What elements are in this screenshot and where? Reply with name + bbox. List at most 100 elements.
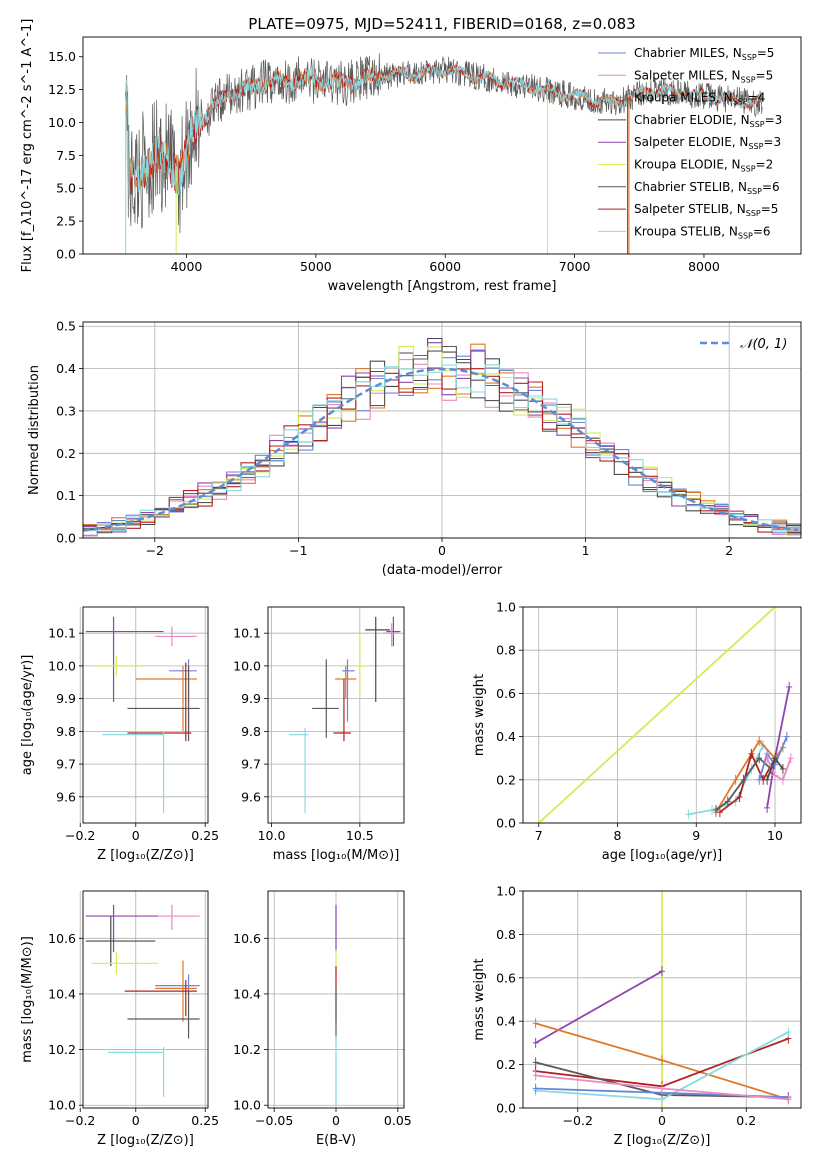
plot-area-weight_vs_age bbox=[535, 607, 794, 823]
y-tick-label: 9.7 bbox=[56, 757, 76, 772]
y-tick-label: 0.0 bbox=[56, 247, 76, 262]
y-tick-label: 1.0 bbox=[496, 884, 516, 899]
axes-mass_vs_ebv: −0.05 0 0.05 10.0 10.2 10.4 10.6 E(B-V) bbox=[233, 890, 412, 1148]
plot-area-age_vs_Z bbox=[85, 616, 200, 814]
plot-area-spectrum bbox=[125, 53, 763, 254]
legend-label: Salpeter MILES, NSSP=5 bbox=[634, 68, 773, 84]
legend: Chabrier MILES, NSSP=5 Salpeter MILES, NS… bbox=[598, 46, 782, 240]
y-tick-label: 9.6 bbox=[56, 789, 76, 804]
y-tick-label: 0.1 bbox=[56, 488, 76, 503]
x-tick-label: 0.2 bbox=[736, 1113, 756, 1128]
y-tick-label: 10.0 bbox=[48, 115, 76, 130]
y-tick-label: 15.0 bbox=[48, 49, 76, 64]
x-tick-label: 7 bbox=[535, 828, 543, 843]
x-axis-label: Z [log₁₀(Z/Z⊙)] bbox=[614, 1133, 711, 1148]
x-tick-label: 0.05 bbox=[384, 1113, 412, 1128]
y-tick-label: 10.1 bbox=[48, 626, 76, 641]
x-tick-label: 1 bbox=[582, 543, 590, 558]
x-axis-label: Z [log₁₀(Z/Z⊙)] bbox=[97, 1133, 194, 1148]
y-tick-label: 12.5 bbox=[48, 82, 76, 97]
y-tick-label: 7.5 bbox=[56, 148, 76, 163]
y-tick-label: 0.8 bbox=[496, 927, 516, 942]
series-line bbox=[758, 736, 788, 781]
y-tick-label: 0.6 bbox=[496, 686, 516, 701]
legend-label: Kroupa ELODIE, NSSP=2 bbox=[634, 158, 773, 174]
y-tick-label: 0.4 bbox=[496, 1014, 516, 1029]
axes-weight_vs_age: 7 8 9 10 0.0 0.2 0.4 0.6 0.8 1.0 age [log₁₀(age/yr… bbox=[472, 600, 802, 863]
y-tick-label: 2.5 bbox=[56, 214, 76, 229]
y-tick-label: 9.8 bbox=[56, 724, 76, 739]
y-tick-label: 0.6 bbox=[496, 970, 516, 985]
y-tick-label: 0.2 bbox=[56, 446, 76, 461]
x-tick-label: 6000 bbox=[429, 259, 461, 274]
spectrum-line bbox=[125, 62, 763, 195]
y-tick-label: 10.0 bbox=[48, 1098, 76, 1113]
spectrum-line bbox=[125, 63, 763, 198]
y-tick-label: 0.2 bbox=[496, 1057, 516, 1072]
gaussian-curve bbox=[83, 367, 799, 532]
legend-label: Kroupa STELIB, NSSP=6 bbox=[634, 224, 771, 240]
y-tick-label: 10.2 bbox=[48, 1042, 76, 1057]
x-tick-label: 10 bbox=[767, 828, 783, 843]
x-axis-label: Z [log₁₀(Z/Z⊙)] bbox=[97, 848, 194, 863]
y-tick-label: 10.4 bbox=[48, 986, 76, 1001]
legend-label: Salpeter ELODIE, NSSP=3 bbox=[634, 135, 781, 151]
x-axis-label: wavelength [Angstrom, rest frame] bbox=[328, 279, 557, 294]
y-tick-label: 0.4 bbox=[56, 361, 76, 376]
x-tick-label: 0 bbox=[332, 1113, 340, 1128]
y-tick-label: 10.0 bbox=[233, 658, 261, 673]
axes-mass_vs_Z: −0.2 0 0.25 10.0 10.2 10.4 10.6 Z [log₁₀(Z/Z⊙)]… bbox=[20, 890, 219, 1148]
x-tick-label: −2 bbox=[146, 543, 164, 558]
plot-area-age_vs_mass bbox=[289, 616, 401, 814]
y-axis-label: mass [log₁₀(M/M⊙)] bbox=[20, 936, 35, 1063]
y-tick-label: 10.6 bbox=[48, 931, 76, 946]
axes-weight_vs_Z: −0.2 0 0.2 0.0 0.2 0.4 0.6 0.8 1.0 Z [log₁₀(Z/Z⊙)… bbox=[472, 884, 802, 1148]
y-axis-label: age [log₁₀(age/yr)] bbox=[20, 655, 35, 776]
y-tick-label: 0.4 bbox=[496, 729, 516, 744]
axes-spectrum: 4000 5000 6000 7000 8000 0.0 2.5 5.0 7.5 10.0 12.5… bbox=[20, 15, 802, 294]
y-axis-label: mass weight bbox=[472, 674, 487, 756]
legend-label: Chabrier STELIB, NSSP=6 bbox=[634, 180, 780, 196]
y-tick-label: 1.0 bbox=[496, 600, 516, 615]
plot-area-residuals bbox=[83, 337, 801, 537]
axes-age_vs_mass: 10.0 10.5 9.6 9.7 9.8 9.9 10.0 10.1 mass [log₁₀(… bbox=[233, 606, 405, 863]
x-tick-label: 5000 bbox=[300, 259, 332, 274]
x-tick-label: −0.2 bbox=[563, 1113, 593, 1128]
x-tick-label: 0 bbox=[438, 543, 446, 558]
y-tick-label: 10.1 bbox=[233, 626, 261, 641]
y-axis-label: Flux [f_λ10^-17 erg cm^-2 s^-1 A^-1] bbox=[20, 19, 35, 273]
x-tick-label: 0 bbox=[132, 828, 140, 843]
x-tick-label: −0.2 bbox=[65, 1113, 95, 1128]
plot-area-mass_vs_Z bbox=[85, 904, 200, 1097]
legend-label: 𝒩(0, 1) bbox=[740, 337, 787, 352]
y-tick-label: 9.7 bbox=[241, 757, 261, 772]
y-tick-label: 0.3 bbox=[56, 403, 76, 418]
x-axis-label: mass [log₁₀(M/M⊙)] bbox=[273, 848, 400, 863]
plot-area-weight_vs_Z bbox=[532, 891, 792, 1108]
y-tick-label: 9.8 bbox=[241, 724, 261, 739]
legend-label: Chabrier MILES, NSSP=5 bbox=[634, 46, 774, 62]
axes-frame bbox=[267, 606, 405, 824]
series-line bbox=[535, 970, 663, 1044]
chart-title: PLATE=0975, MJD=52411, FIBERID=0168, z=0… bbox=[248, 15, 635, 33]
x-tick-label: 4000 bbox=[171, 259, 203, 274]
x-tick-label: 7000 bbox=[559, 259, 591, 274]
x-axis-label: (data-model)/error bbox=[382, 563, 503, 578]
x-tick-label: 0 bbox=[658, 1113, 666, 1128]
histogram-kroupa-elodie bbox=[83, 345, 801, 536]
y-tick-label: 10.0 bbox=[233, 1098, 261, 1113]
x-tick-label: 0.25 bbox=[191, 828, 219, 843]
x-tick-label: 8 bbox=[614, 828, 622, 843]
y-tick-label: 0.0 bbox=[496, 816, 516, 831]
axes-frame bbox=[82, 36, 802, 255]
x-axis-label: age [log₁₀(age/yr)] bbox=[602, 848, 723, 863]
legend-label: Chabrier ELODIE, NSSP=3 bbox=[634, 113, 782, 129]
y-tick-label: 9.6 bbox=[241, 789, 261, 804]
axes-frame bbox=[82, 606, 209, 824]
legend-label: Salpeter STELIB, NSSP=5 bbox=[634, 202, 778, 218]
y-tick-label: 0.2 bbox=[496, 772, 516, 787]
x-tick-label: 2 bbox=[725, 543, 733, 558]
y-tick-label: 0.0 bbox=[496, 1101, 516, 1116]
y-tick-label: 0.5 bbox=[56, 319, 76, 334]
